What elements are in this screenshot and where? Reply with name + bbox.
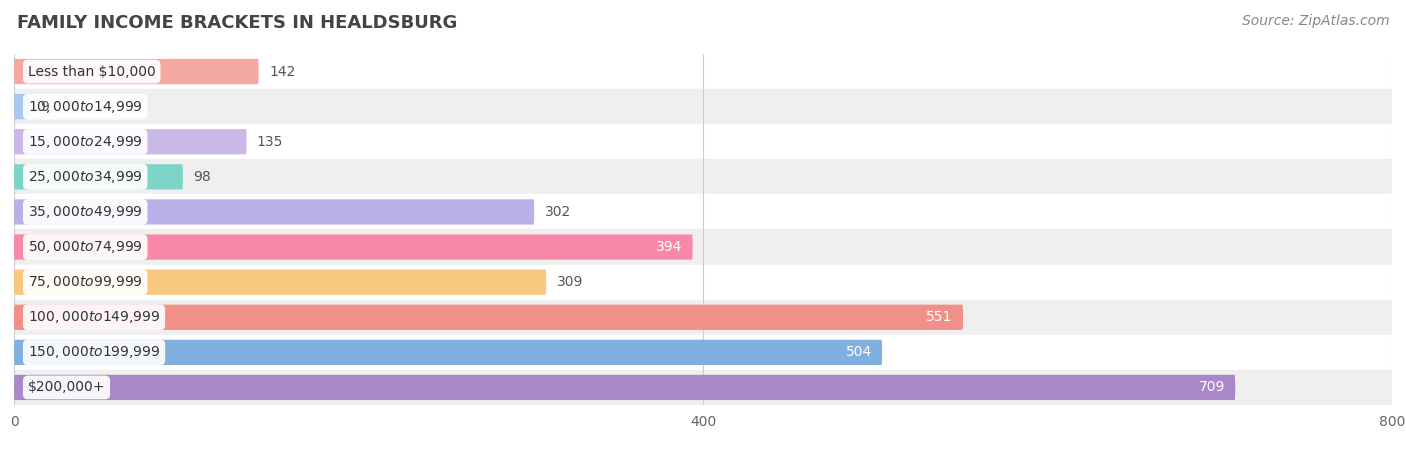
- FancyBboxPatch shape: [14, 340, 882, 365]
- Bar: [14, 89, 1392, 124]
- FancyBboxPatch shape: [14, 199, 534, 225]
- Text: $10,000 to $14,999: $10,000 to $14,999: [28, 99, 142, 115]
- FancyBboxPatch shape: [14, 129, 246, 154]
- Text: 394: 394: [657, 240, 682, 254]
- Text: $50,000 to $74,999: $50,000 to $74,999: [28, 239, 142, 255]
- FancyBboxPatch shape: [14, 375, 1236, 400]
- Text: 135: 135: [257, 135, 283, 149]
- Text: 98: 98: [193, 170, 211, 184]
- Text: $35,000 to $49,999: $35,000 to $49,999: [28, 204, 142, 220]
- Bar: [14, 230, 1392, 265]
- Text: $100,000 to $149,999: $100,000 to $149,999: [28, 309, 160, 325]
- Text: 504: 504: [845, 345, 872, 360]
- Bar: [14, 300, 1392, 335]
- Text: 9: 9: [39, 99, 49, 114]
- Text: 709: 709: [1198, 380, 1225, 395]
- Text: 142: 142: [269, 64, 295, 79]
- Text: $75,000 to $99,999: $75,000 to $99,999: [28, 274, 142, 290]
- Text: FAMILY INCOME BRACKETS IN HEALDSBURG: FAMILY INCOME BRACKETS IN HEALDSBURG: [17, 14, 457, 32]
- Bar: [14, 194, 1392, 230]
- Text: Source: ZipAtlas.com: Source: ZipAtlas.com: [1241, 14, 1389, 27]
- FancyBboxPatch shape: [14, 305, 963, 330]
- Text: Less than $10,000: Less than $10,000: [28, 64, 156, 79]
- Bar: [14, 335, 1392, 370]
- Text: $200,000+: $200,000+: [28, 380, 105, 395]
- FancyBboxPatch shape: [14, 59, 259, 84]
- Bar: [14, 54, 1392, 89]
- FancyBboxPatch shape: [14, 164, 183, 189]
- FancyBboxPatch shape: [14, 94, 30, 119]
- FancyBboxPatch shape: [14, 234, 693, 260]
- Bar: [14, 124, 1392, 159]
- Text: 309: 309: [557, 275, 583, 289]
- Text: $150,000 to $199,999: $150,000 to $199,999: [28, 344, 160, 360]
- Text: $25,000 to $34,999: $25,000 to $34,999: [28, 169, 142, 185]
- Bar: [14, 370, 1392, 405]
- Text: 551: 551: [927, 310, 953, 324]
- Text: 302: 302: [544, 205, 571, 219]
- FancyBboxPatch shape: [14, 270, 547, 295]
- Bar: [14, 159, 1392, 194]
- Bar: [14, 265, 1392, 300]
- Text: $15,000 to $24,999: $15,000 to $24,999: [28, 134, 142, 150]
